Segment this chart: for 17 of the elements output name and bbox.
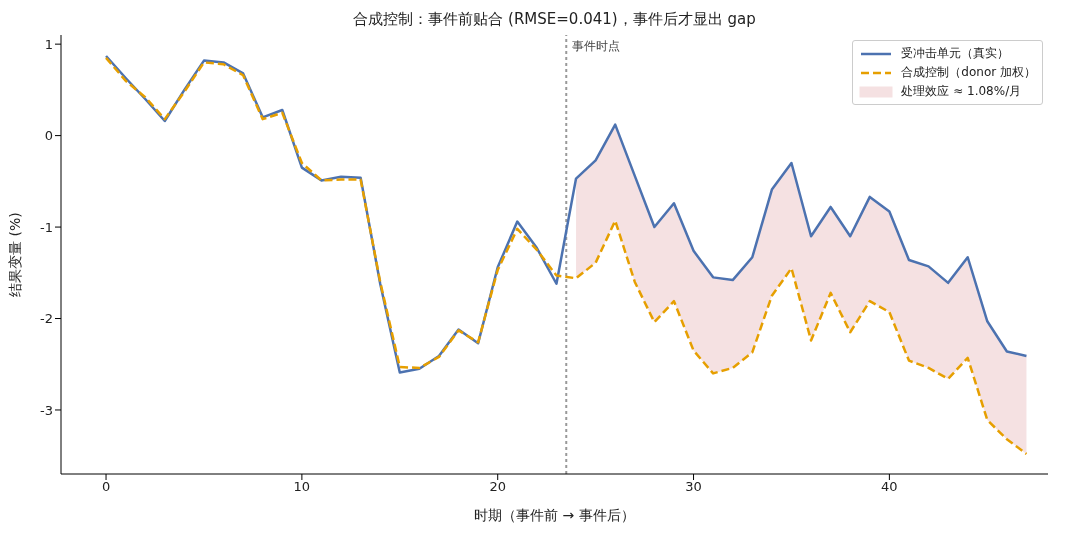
x-tick-label: 0 bbox=[101, 479, 111, 495]
y-tick-label: -1 bbox=[40, 219, 53, 235]
x-axis-title: 时期（事件前 → 事件后） bbox=[474, 507, 635, 523]
x-tick-label: 40 bbox=[881, 479, 898, 495]
x-tick-label: 20 bbox=[489, 479, 506, 495]
y-tick-label: -3 bbox=[40, 402, 53, 418]
chart-title: 合成控制：事件前贴合 (RMSE=0.041)，事件后才显出 gap bbox=[352, 10, 757, 29]
y-tick-label: -2 bbox=[40, 311, 53, 327]
y-tick-label: 1 bbox=[44, 36, 53, 52]
legend-label: 合成控制（donor 加权） bbox=[901, 64, 1036, 81]
y-tick-label: 0 bbox=[44, 128, 53, 144]
annotation: 处理效应 ≈ 1.08%/月 bbox=[901, 83, 1022, 100]
x-tick-label: 10 bbox=[293, 479, 311, 495]
legend-label: 受冲击单元（真实） bbox=[901, 45, 1010, 62]
x-tick-label: 30 bbox=[685, 479, 702, 495]
y-axis-title: 结果变量 (%) bbox=[6, 212, 23, 297]
ref-line-label: 事件时点 bbox=[572, 38, 621, 53]
